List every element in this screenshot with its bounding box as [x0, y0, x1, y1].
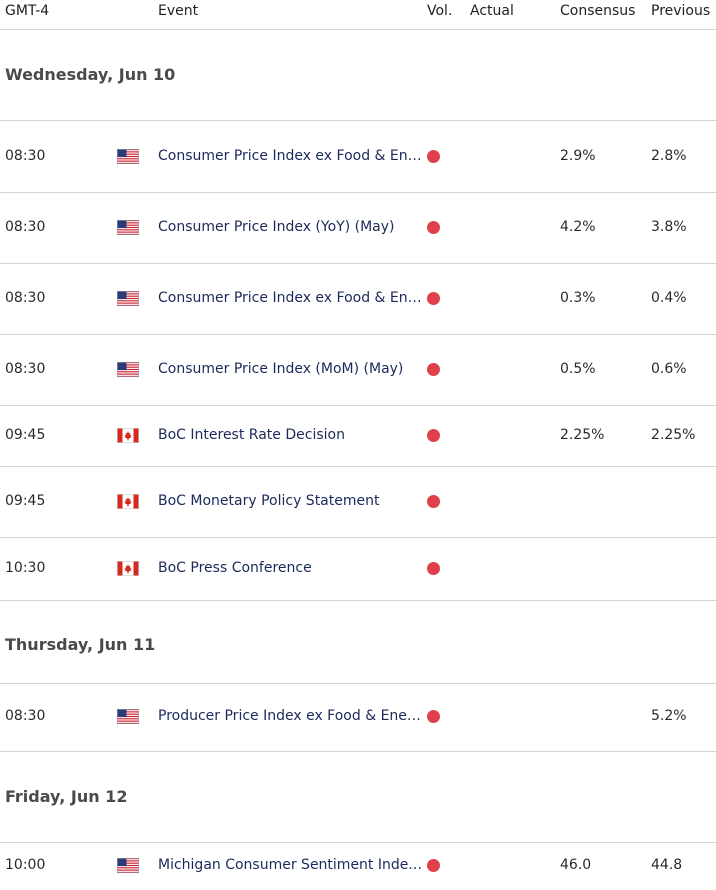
- event-time: 10:00: [5, 857, 46, 873]
- event-name-link[interactable]: BoC Press Conference: [158, 559, 312, 576]
- day-section-header: [0, 751, 716, 843]
- consensus-value: 46.0: [560, 857, 592, 873]
- event-time: 10:30: [5, 559, 46, 576]
- volatility-high-icon: [427, 710, 440, 723]
- canada-flag-icon: [117, 493, 139, 509]
- event-time: 09:45: [5, 426, 46, 443]
- volatility-high-icon: [427, 859, 440, 872]
- day-section-header: [0, 600, 716, 684]
- event-name-link[interactable]: BoC Interest Rate Decision: [158, 426, 345, 443]
- event-row[interactable]: [0, 537, 716, 601]
- event-column-header: Event: [158, 3, 199, 19]
- consensus-value: 4.2%: [560, 218, 596, 235]
- day-section-header: [0, 30, 716, 121]
- event-name-link[interactable]: BoC Monetary Policy Statement: [158, 492, 380, 509]
- event-time: 09:45: [5, 492, 46, 509]
- consensus-value: 2.25%: [560, 426, 605, 443]
- consensus-value: 0.5%: [560, 360, 596, 377]
- event-time: 08:30: [5, 289, 46, 306]
- event-row[interactable]: [0, 405, 716, 467]
- previous-value: 0.6%: [651, 360, 687, 377]
- us-flag-icon: [117, 361, 139, 377]
- us-flag-icon: [117, 709, 139, 724]
- timezone-header[interactable]: GMT-4: [5, 3, 50, 19]
- event-row[interactable]: [0, 121, 716, 193]
- previous-value: 5.2%: [651, 708, 687, 724]
- volatility-high-icon: [427, 561, 440, 575]
- day-label: Thursday, Jun 11: [5, 635, 156, 654]
- volatility-high-icon: [427, 428, 440, 442]
- event-name-link[interactable]: Producer Price Index ex Food & Energy (Y…: [158, 708, 424, 724]
- volatility-high-icon: [427, 362, 440, 376]
- event-time: 08:30: [5, 147, 46, 164]
- previous-value: 0.4%: [651, 289, 687, 306]
- consensus-column-header: Consensus: [560, 3, 636, 19]
- volatility-high-icon: [427, 220, 440, 234]
- event-name-link[interactable]: Consumer Price Index ex Food & Energy (Y…: [158, 147, 424, 164]
- day-label: Wednesday, Jun 10: [5, 65, 176, 84]
- previous-value: 2.25%: [651, 426, 696, 443]
- volatility-high-icon: [427, 494, 440, 508]
- previous-column-header: Previous: [651, 3, 711, 19]
- consensus-value: 2.9%: [560, 147, 596, 164]
- us-flag-icon: [117, 219, 139, 235]
- event-name-link[interactable]: Michigan Consumer Sentiment Index (Jun) …: [158, 857, 424, 873]
- canada-flag-icon: [117, 560, 139, 576]
- us-flag-icon: [117, 148, 139, 164]
- event-time: 08:30: [5, 218, 46, 235]
- previous-value: 2.8%: [651, 147, 687, 164]
- event-row[interactable]: [0, 466, 716, 538]
- us-flag-icon: [117, 858, 139, 873]
- event-name-link[interactable]: Consumer Price Index ex Food & Energy (M…: [158, 289, 424, 306]
- previous-value: 44.8: [651, 857, 683, 873]
- event-name-link[interactable]: Consumer Price Index (YoY) (May): [158, 218, 395, 235]
- volatility-high-icon: [427, 291, 440, 305]
- us-flag-icon: [117, 290, 139, 306]
- event-row[interactable]: [0, 192, 716, 264]
- event-row[interactable]: [0, 683, 716, 752]
- event-row[interactable]: [0, 334, 716, 406]
- event-time: 08:30: [5, 360, 46, 377]
- consensus-value: 0.3%: [560, 289, 596, 306]
- actual-column-header: Actual: [470, 3, 514, 19]
- volatility-column-header: Vol.: [427, 3, 453, 19]
- previous-value: 3.8%: [651, 218, 687, 235]
- day-label: Friday, Jun 12: [5, 787, 128, 806]
- event-time: 08:30: [5, 708, 46, 724]
- event-name-link[interactable]: Consumer Price Index (MoM) (May): [158, 360, 404, 377]
- event-row[interactable]: [0, 263, 716, 335]
- calendar-header: GMT-4 Event Vol. Actual Consensus Previo…: [0, 0, 716, 30]
- volatility-high-icon: [427, 149, 440, 163]
- canada-flag-icon: [117, 427, 139, 443]
